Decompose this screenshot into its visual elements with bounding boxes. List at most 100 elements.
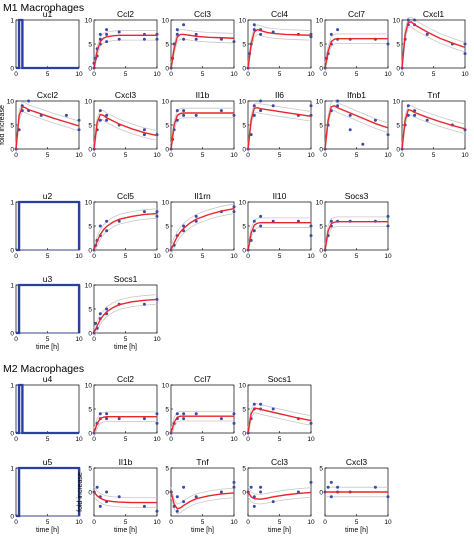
x-tick-label: 0 [323,519,327,526]
x-tick-label: 5 [278,253,282,260]
data-point [309,421,313,425]
fit-line [247,407,312,434]
y-tick-label: 5 [88,406,92,413]
data-point [142,210,146,214]
y-tick-label: 10 [85,17,93,24]
x-tick-label: 5 [124,71,128,78]
data-point [182,23,186,27]
y-tick-label: 0 [88,247,92,254]
panel-title: Ccl4 [271,9,288,19]
input-pulse-outline [17,19,24,69]
data-point [182,412,186,416]
panel-title: u4 [43,374,53,384]
x-tick-label: 5 [278,436,282,443]
data-point [117,417,121,421]
data-point [232,412,236,416]
panel-title: u3 [43,274,53,284]
fit-band-upper [247,102,312,145]
x-tick-label: 10 [75,519,83,526]
data-point [182,485,186,489]
data-point [64,113,68,117]
y-tick-label: 5 [165,465,169,472]
panel-u4: u4 0 5 10 0 1 [10,374,83,443]
data-point [219,417,223,421]
panel-title: Il6 [275,90,284,100]
data-point [309,224,313,228]
fit-line [324,220,388,251]
plot-frame [247,201,312,251]
panel-socs1: Socs1 0 5 10 0 5 10 [239,374,315,443]
data-point [309,35,313,39]
y-tick-label: 1 [10,282,14,289]
data-point [413,113,417,117]
panel-socs3: Socs3 0 5 10 0 5 10 [316,191,392,260]
x-tick-label: 0 [92,519,96,526]
panel-u5: u5 0 5 10 0 1 time [h] [10,457,83,534]
data-point [259,224,263,228]
panel-title: Socs3 [345,191,369,201]
y-tick-label: 0 [396,146,400,153]
data-point [155,214,159,218]
x-tick-label: 0 [14,71,18,78]
data-point [117,30,121,34]
panel-title: u5 [43,457,53,467]
x-tick-label: 0 [246,519,250,526]
x-tick-label: 0 [246,152,250,159]
data-point [182,224,186,228]
data-point [232,485,236,489]
x-tick-label: 0 [92,152,96,159]
data-point [249,485,253,489]
plot-frame [170,19,235,69]
y-tick-label: 0 [88,65,92,72]
plot-frame [170,100,235,150]
panel-title: Tnf [427,90,440,100]
panel-ifnb1: Ifnb1 0 5 10 0 5 10 [316,90,392,159]
data-point [219,109,223,113]
y-tick-label: 1 [10,465,14,472]
x-tick-label: 0 [169,152,173,159]
fit-band-lower [324,226,388,255]
plot-frame [15,19,80,69]
data-point [249,133,253,137]
panel-ccl2: Ccl2 0 5 10 0 5 10 [85,374,161,443]
panel-title: Socs1 [268,374,292,384]
y-tick-label: 1 [10,199,14,206]
x-tick-label: 5 [355,71,359,78]
fit-band-upper [170,410,234,429]
x-tick-label: 10 [230,152,238,159]
data-point [252,402,256,406]
x-tick-label: 5 [432,71,436,78]
x-tick-label: 5 [124,336,128,343]
fit-band-upper [15,101,80,145]
data-point [271,407,275,411]
data-point [219,490,223,494]
fit-band-lower [170,117,234,154]
panel-tnf: Tnf 0 5 10 0 5 10 [393,90,469,159]
data-point [329,219,333,223]
data-point [252,23,256,27]
panel-title: Ifnb1 [347,90,366,100]
data-point [386,42,390,46]
panel-title: Cxcl1 [423,9,445,19]
fit-band-lower [93,421,157,438]
y-tick-label: 0 [319,65,323,72]
x-axis-label: time [h] [268,527,291,534]
plot-frame [93,467,158,517]
y-tick-label: 10 [85,199,93,206]
fit-band-upper [93,208,158,246]
x-tick-label: 10 [307,71,315,78]
data-point [98,32,102,36]
x-tick-label: 0 [169,436,173,443]
fit-line [93,415,157,434]
x-tick-label: 5 [355,253,359,260]
y-tick-label: 0 [165,247,169,254]
data-point [386,224,390,228]
fit-band-lower [93,496,157,508]
data-point [336,485,340,489]
fit-band-lower [401,113,466,154]
data-point [259,99,263,103]
y-tick-label: 0 [10,247,14,254]
y-tick-label: 10 [7,98,15,105]
data-point [155,412,159,416]
